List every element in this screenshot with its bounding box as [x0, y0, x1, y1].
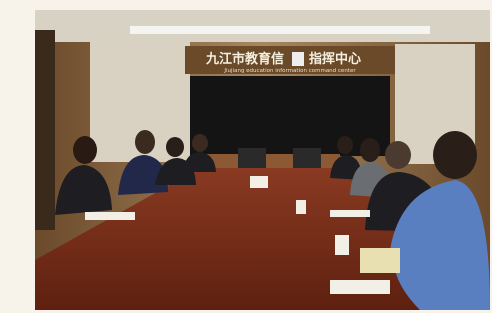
- photo: 九江市教育信 指挥中心 Jiujiang education informati…: [35, 10, 490, 310]
- door: [35, 30, 55, 230]
- photo-frame: 九江市教育信 指挥中心 Jiujiang education informati…: [0, 0, 492, 313]
- camera: [292, 52, 304, 66]
- screen: [190, 76, 390, 156]
- sign-subtitle: Jiujiang education information command c…: [223, 68, 356, 74]
- page: 九江市教育信 指挥中心 Jiujiang education informati…: [0, 0, 492, 313]
- sign-title: 指挥中心: [309, 51, 361, 67]
- sign-title: 九江市教育信: [205, 51, 284, 67]
- chair: [293, 148, 321, 168]
- chair: [238, 148, 266, 168]
- ceiling-light: [130, 26, 430, 34]
